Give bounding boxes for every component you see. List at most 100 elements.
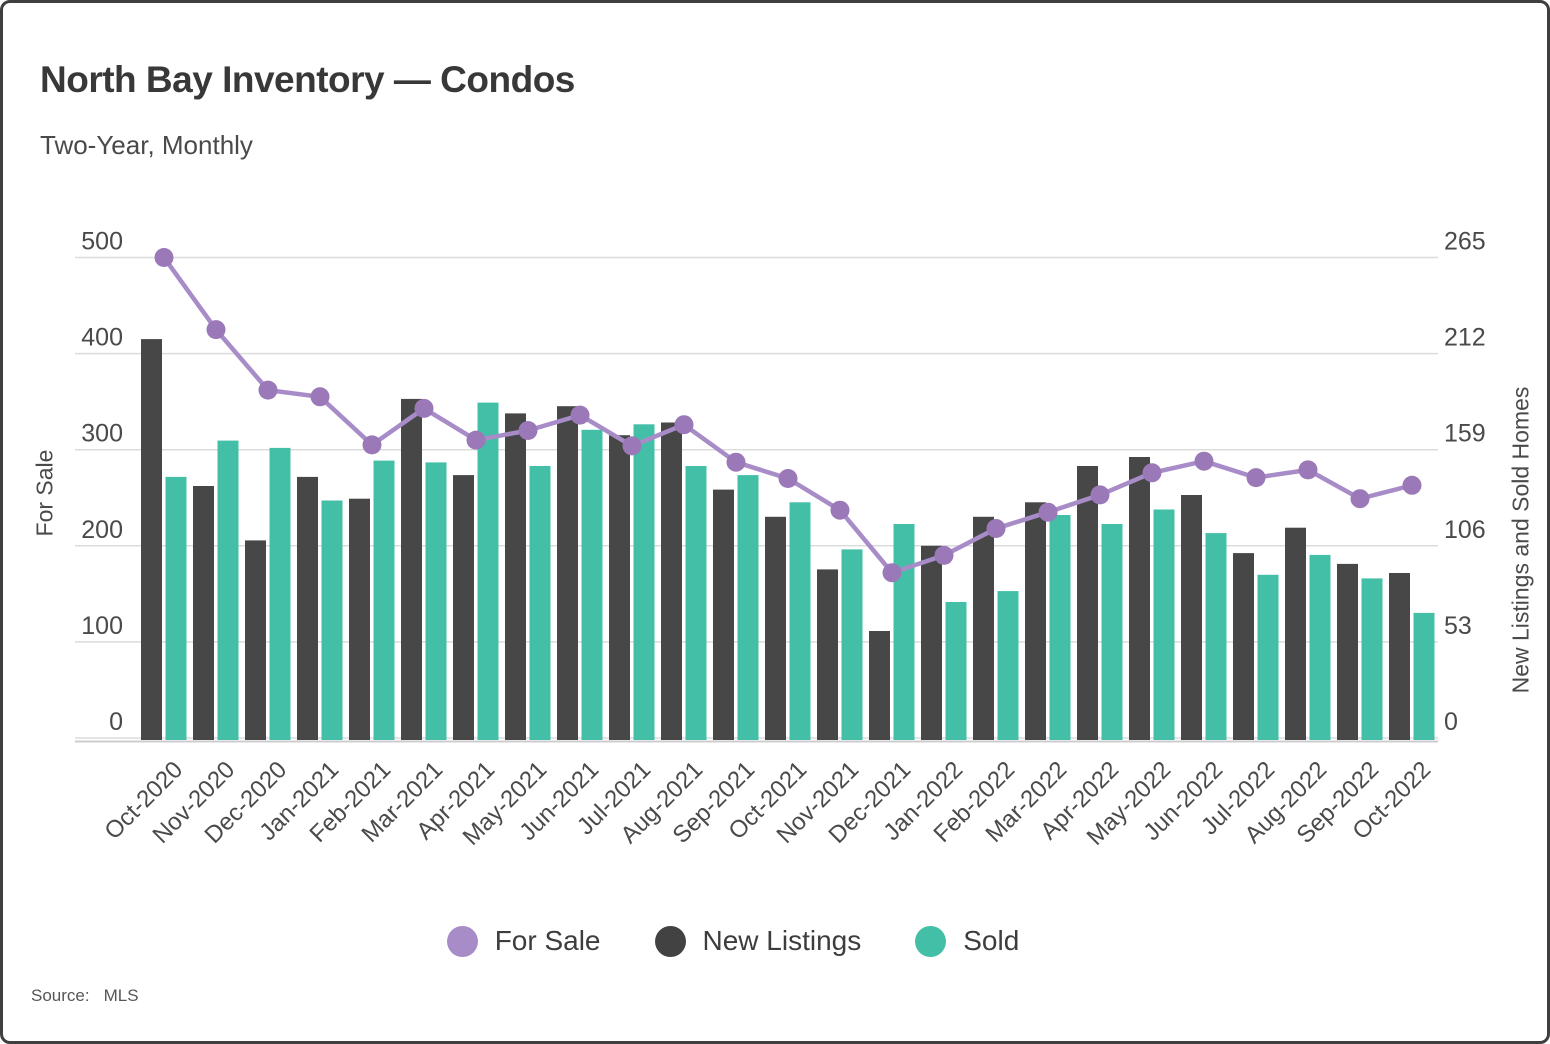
bar-new-listings xyxy=(1285,527,1306,740)
chart-subtitle: Two-Year, Monthly xyxy=(40,130,253,160)
bar-new-listings xyxy=(1389,573,1410,740)
bar-new-listings xyxy=(297,476,318,740)
y-axis-tick-left: 400 xyxy=(81,324,123,352)
sold-swatch-icon xyxy=(915,925,947,957)
bar-sold xyxy=(321,500,343,740)
bar-new-listings xyxy=(661,422,682,740)
for-sale-point xyxy=(310,387,330,407)
bar-sold xyxy=(633,424,655,740)
bar-sold xyxy=(1049,515,1071,740)
y-axis-tick-right: 106 xyxy=(1444,516,1486,544)
for-sale-point xyxy=(518,421,538,440)
bar-new-listings xyxy=(1181,495,1202,740)
for-sale-point xyxy=(206,320,226,340)
y-axis-tick-left: 500 xyxy=(81,228,123,256)
bar-sold xyxy=(893,524,915,740)
y-axis-tick-left: 0 xyxy=(109,708,123,736)
bar-sold xyxy=(1153,509,1175,740)
bar-new-listings xyxy=(765,516,786,740)
for-sale-point xyxy=(362,435,382,455)
bar-sold xyxy=(217,440,239,740)
bar-new-listings xyxy=(505,413,526,740)
for-sale-point xyxy=(154,248,174,267)
source-label: Source: xyxy=(31,986,90,1005)
bar-sold xyxy=(997,591,1019,740)
bar-new-listings xyxy=(869,631,890,740)
y-axis-tick-left: 100 xyxy=(81,612,123,640)
bar-sold xyxy=(1361,578,1383,740)
bar-sold xyxy=(269,447,291,740)
new-listings-swatch-icon xyxy=(654,925,686,957)
y-axis-tick-right: 53 xyxy=(1444,612,1472,640)
for-sale-point xyxy=(258,380,278,400)
bar-new-listings xyxy=(141,339,162,740)
bar-new-listings xyxy=(1077,466,1098,740)
y-axis-tick-right: 0 xyxy=(1444,708,1458,736)
bar-new-listings xyxy=(609,435,630,740)
for-sale-point xyxy=(986,519,1006,538)
for-sale-point xyxy=(570,405,590,425)
bar-new-listings xyxy=(1337,563,1358,740)
bar-sold xyxy=(1309,554,1331,740)
for-sale-point xyxy=(830,500,850,520)
bar-sold xyxy=(1257,574,1279,740)
bar-sold xyxy=(165,476,187,740)
bar-new-listings xyxy=(557,406,578,740)
y-axis-title-right: New Listings and Sold Homes xyxy=(1507,386,1534,694)
bar-sold xyxy=(789,502,811,740)
for-sale-point xyxy=(1298,460,1318,480)
bar-new-listings xyxy=(453,475,474,740)
bar-new-listings xyxy=(1129,457,1150,740)
y-axis-tick-right: 265 xyxy=(1444,228,1486,256)
for-sale-point xyxy=(1350,489,1370,509)
source-note: Source: MLS xyxy=(31,986,139,1006)
source-value: MLS xyxy=(103,986,139,1005)
y-axis-tick-left: 300 xyxy=(81,420,123,448)
bar-new-listings xyxy=(245,540,266,740)
bar-sold xyxy=(841,549,863,740)
bar-sold xyxy=(425,462,447,740)
for-sale-point xyxy=(934,545,954,565)
legend-item-sold: Sold xyxy=(915,925,1019,957)
for-sale-point xyxy=(778,469,798,488)
y-axis-tick-right: 159 xyxy=(1444,420,1486,448)
for-sale-point xyxy=(674,415,694,435)
bar-new-listings xyxy=(193,486,214,740)
for-sale-point xyxy=(622,436,642,456)
bar-new-listings xyxy=(1233,553,1254,740)
bar-new-listings xyxy=(401,398,422,740)
bar-new-listings xyxy=(713,489,734,740)
legend: For Sale New Listings Sold xyxy=(3,925,1463,957)
bar-sold xyxy=(373,460,395,740)
bar-sold xyxy=(1205,533,1227,740)
bar-sold xyxy=(477,402,499,740)
for-sale-point xyxy=(1038,502,1058,522)
bar-new-listings xyxy=(973,516,994,740)
y-axis-tick-right: 212 xyxy=(1444,324,1486,352)
bar-sold xyxy=(737,475,759,740)
y-axis-tick-left: 200 xyxy=(81,516,123,544)
bar-sold xyxy=(685,466,707,740)
for-sale-swatch-icon xyxy=(446,925,478,957)
bar-new-listings xyxy=(921,545,942,740)
bar-new-listings xyxy=(349,498,370,740)
for-sale-point xyxy=(1194,451,1214,471)
for-sale-point xyxy=(466,430,486,450)
for-sale-point xyxy=(414,398,434,418)
bar-sold xyxy=(1413,612,1435,740)
for-sale-point xyxy=(1246,468,1266,488)
legend-label-new-listings: New Listings xyxy=(702,925,862,956)
bar-new-listings xyxy=(817,569,838,740)
bar-sold xyxy=(945,602,967,740)
bar-new-listings xyxy=(1025,502,1046,740)
legend-label-for-sale: For Sale xyxy=(494,925,601,956)
for-sale-point xyxy=(726,452,746,472)
legend-label-sold: Sold xyxy=(963,925,1020,956)
for-sale-point xyxy=(882,563,902,583)
chart-title: North Bay Inventory — Condos xyxy=(40,59,575,100)
for-sale-point xyxy=(1090,485,1110,505)
bar-sold xyxy=(1101,524,1123,740)
bar-sold xyxy=(529,466,551,740)
